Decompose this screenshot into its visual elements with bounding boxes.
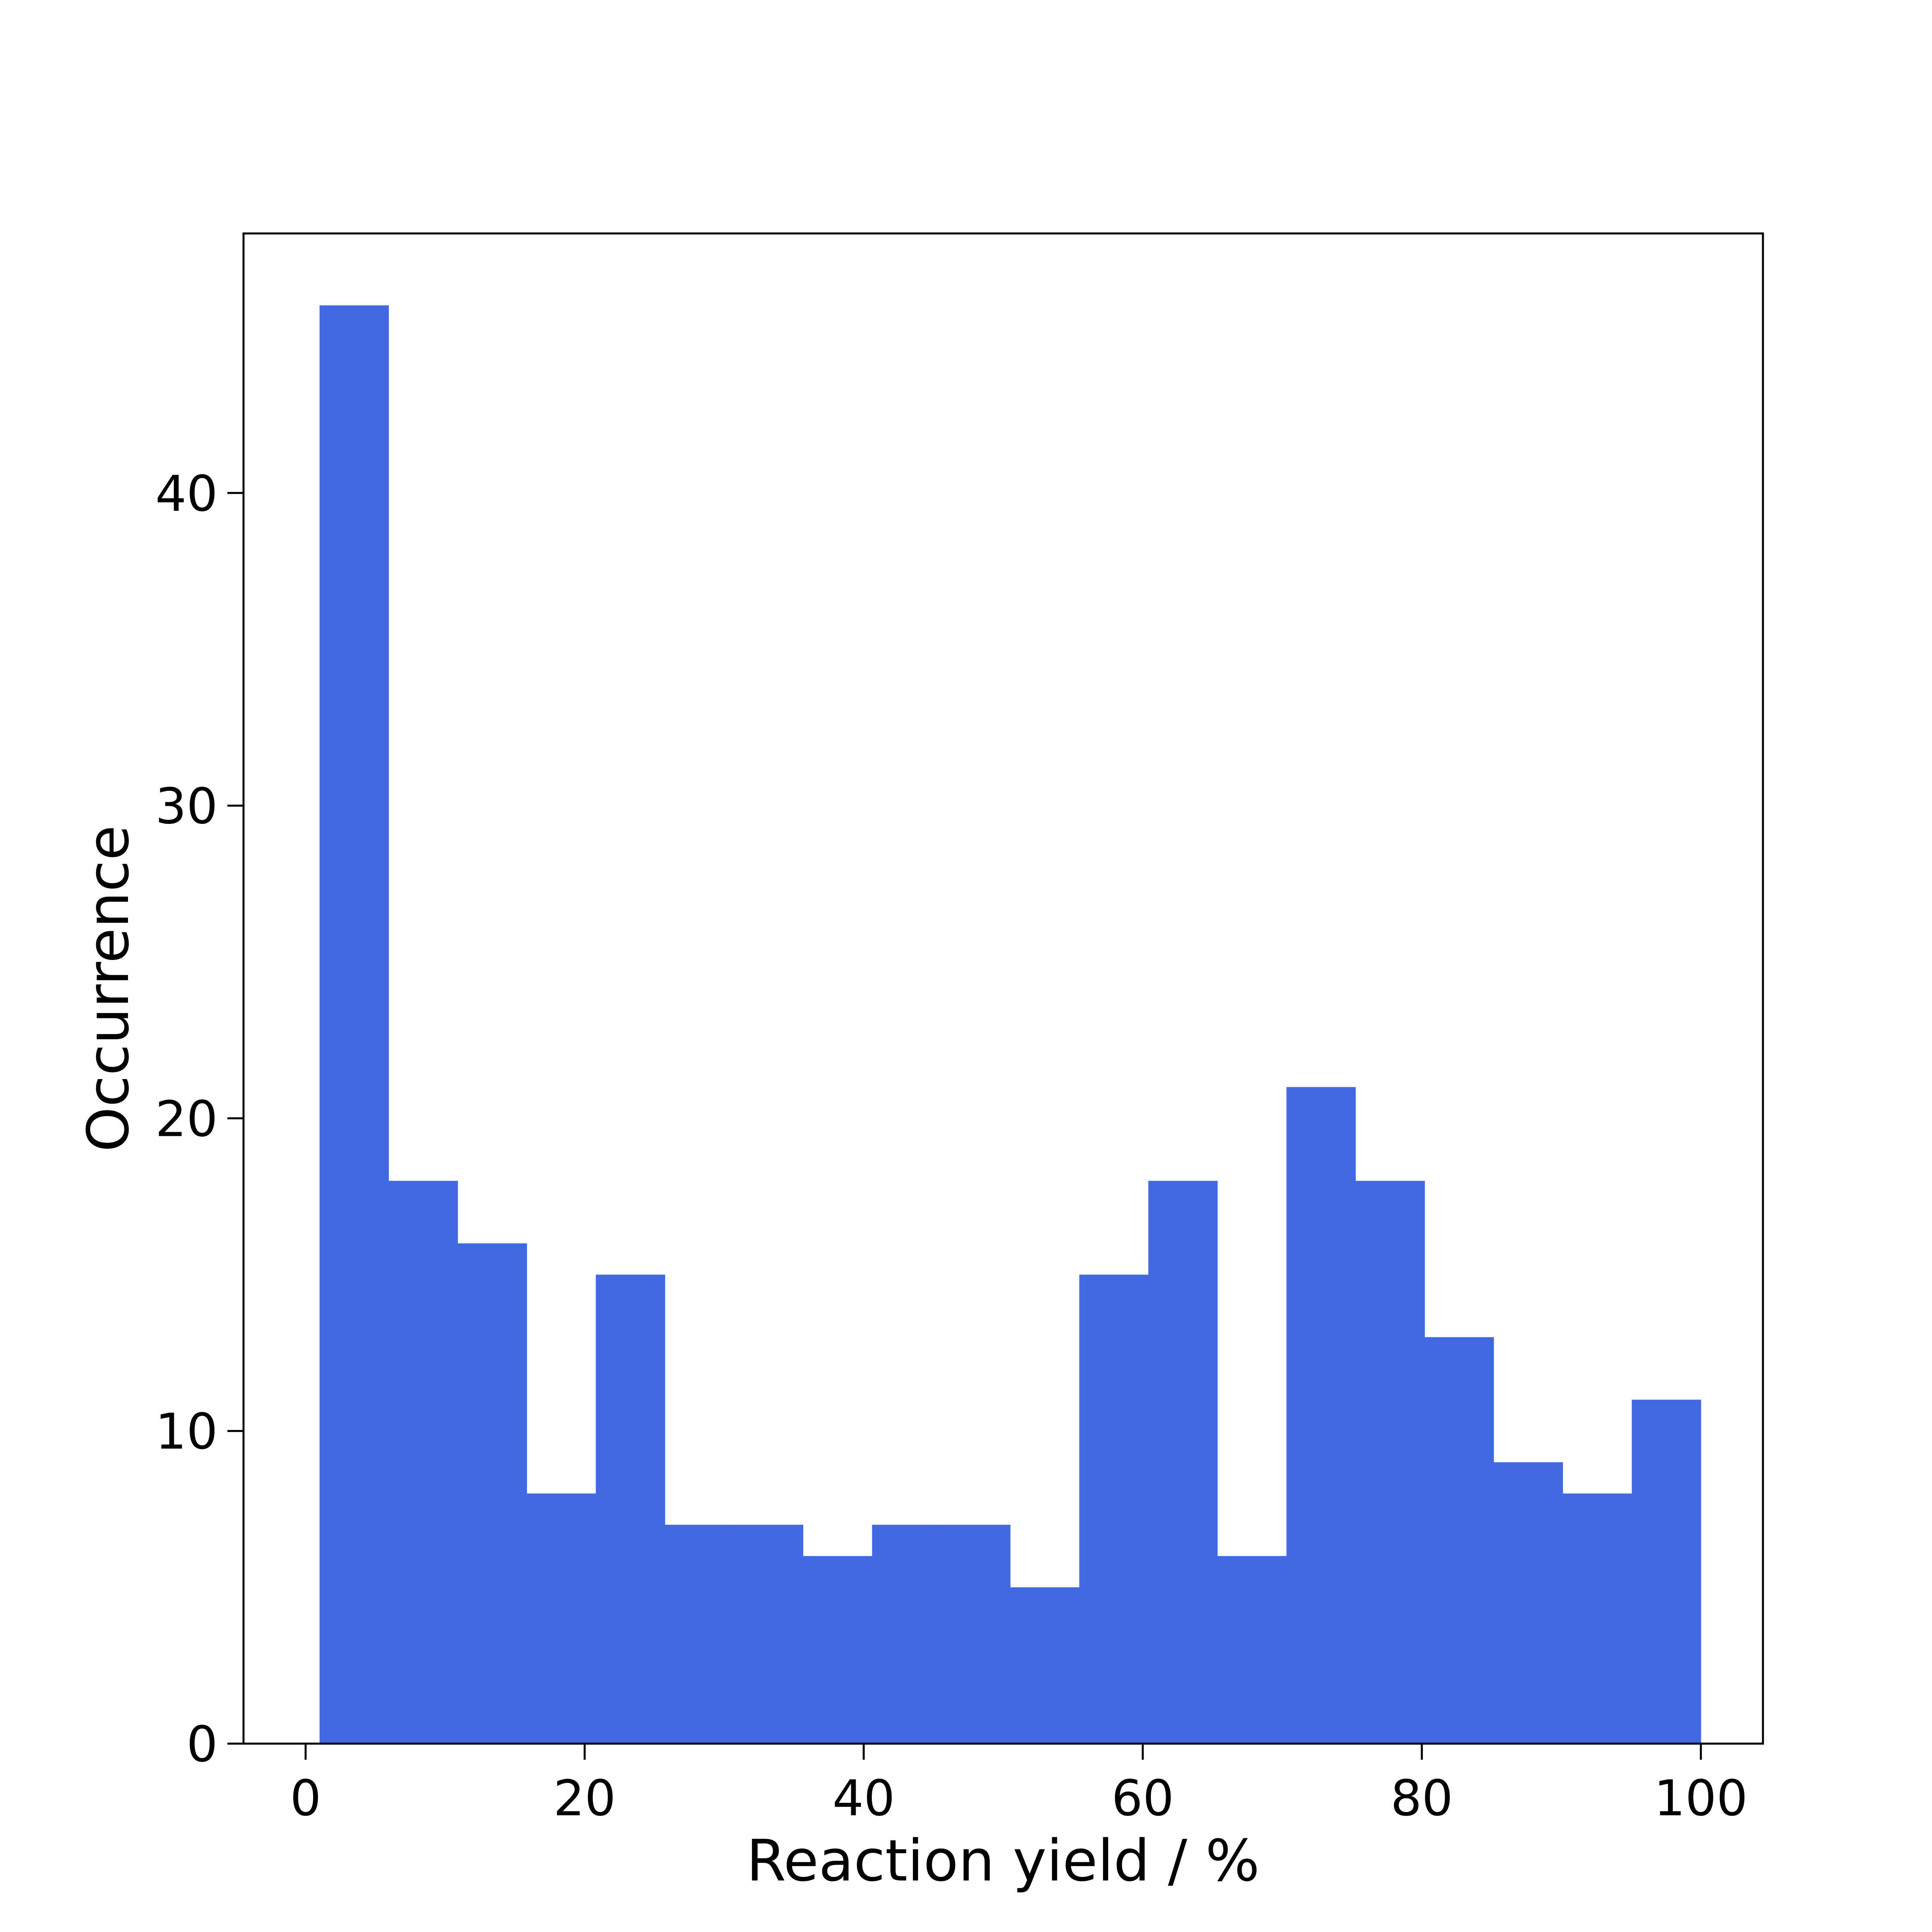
histogram-bar — [319, 305, 389, 1744]
histogram-bar — [1355, 1181, 1425, 1744]
y-axis-label: Occurrence — [75, 825, 142, 1152]
plot-frame — [242, 232, 1764, 1745]
x-tick-label: 60 — [1112, 1770, 1174, 1827]
histogram-bar — [1079, 1274, 1149, 1744]
histogram-bar — [458, 1243, 527, 1744]
x-axis-ticks: 0 20 40 60 80 100 — [290, 1744, 1748, 1827]
x-tick-label: 20 — [553, 1770, 616, 1827]
histogram-bar — [388, 1181, 458, 1744]
histogram-bar — [1563, 1493, 1632, 1744]
histogram-bar — [1493, 1462, 1563, 1744]
x-tick-label: 0 — [290, 1770, 321, 1827]
histogram-bar — [1217, 1556, 1287, 1744]
histogram-bar — [1010, 1587, 1080, 1744]
x-axis-label: Reaction yield / % — [746, 1828, 1259, 1894]
x-tick-label: 40 — [832, 1770, 895, 1827]
histogram-bar — [941, 1525, 1011, 1744]
histogram-bar — [665, 1525, 735, 1744]
y-axis-ticks: 0 10 20 30 40 — [155, 465, 244, 1773]
histogram-bar — [803, 1556, 873, 1744]
histogram-bars — [319, 305, 1701, 1744]
histogram-bar — [1424, 1337, 1494, 1744]
histogram-bar — [1286, 1087, 1356, 1744]
y-tick-label: 40 — [155, 465, 218, 522]
histogram-bar — [526, 1493, 596, 1744]
histogram-bar — [1148, 1181, 1218, 1744]
y-tick-label: 30 — [155, 778, 218, 835]
x-tick-label: 80 — [1391, 1770, 1453, 1827]
y-tick-label: 20 — [155, 1090, 218, 1148]
y-tick-label: 10 — [155, 1403, 218, 1460]
histogram-bar — [734, 1525, 803, 1744]
histogram-bar — [596, 1274, 665, 1744]
histogram-bar — [872, 1525, 941, 1744]
histogram-bar — [1632, 1399, 1701, 1744]
y-tick-label: 0 — [186, 1716, 218, 1773]
x-tick-label: 100 — [1654, 1770, 1748, 1827]
